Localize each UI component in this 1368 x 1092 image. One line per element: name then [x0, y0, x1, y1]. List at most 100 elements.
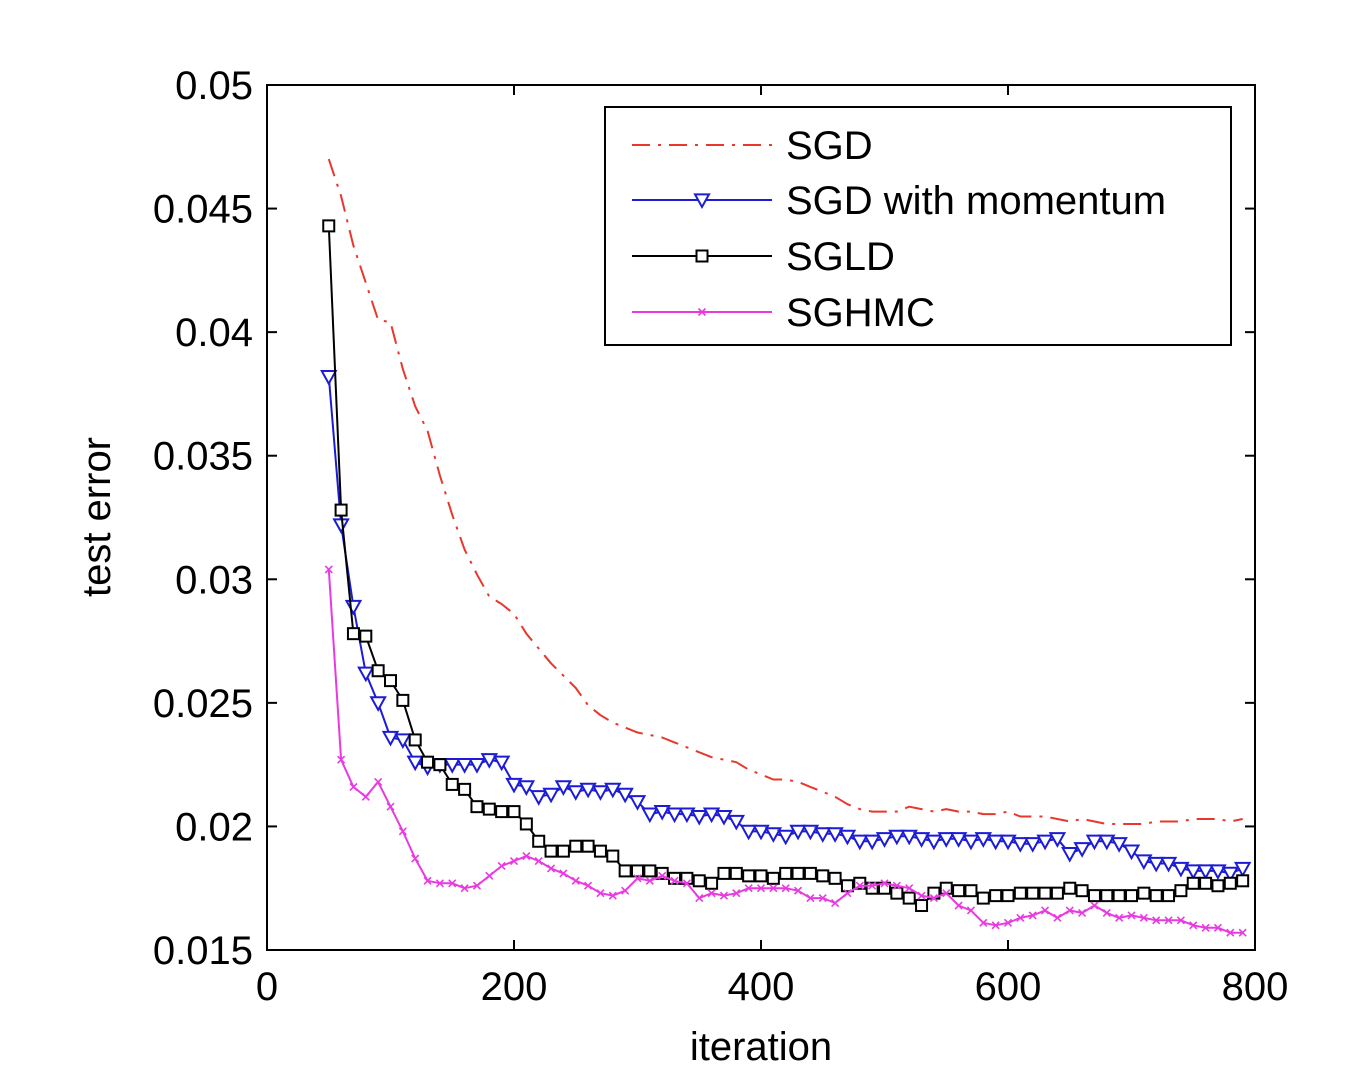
data-point: [1184, 864, 1202, 880]
x-marker-stroke: [719, 891, 729, 900]
data-point: [779, 866, 793, 880]
data-point: [670, 876, 679, 885]
data-point: [631, 864, 644, 878]
x-marker-stroke: [818, 894, 827, 903]
data-point: [905, 884, 914, 893]
x-marker-stroke: [435, 879, 444, 888]
data-point: [604, 782, 622, 799]
data-point: [334, 503, 348, 517]
x-marker-stroke: [1201, 923, 1210, 932]
data-point: [705, 876, 719, 890]
data-point: [826, 827, 844, 843]
data-point: [532, 834, 546, 848]
x-marker-stroke: [485, 871, 494, 880]
legend-entry: SGHMC: [632, 291, 935, 335]
x-marker-stroke: [1164, 916, 1173, 925]
x-tick-label: 0: [256, 965, 278, 1009]
data-point: [655, 866, 669, 880]
x-marker-stroke: [991, 921, 1000, 930]
data-point: [567, 785, 585, 801]
data-point: [542, 787, 560, 804]
x-marker-stroke: [682, 879, 691, 888]
x-marker-stroke: [584, 881, 593, 890]
data-point: [1149, 889, 1163, 903]
data-point: [495, 805, 509, 819]
data-point: [1024, 837, 1042, 853]
x-marker-stroke: [979, 918, 988, 927]
x-marker-stroke: [411, 854, 420, 863]
data-point: [1176, 916, 1185, 925]
data-point: [831, 898, 840, 908]
data-point: [840, 879, 854, 893]
x-marker-stroke: [707, 889, 716, 898]
data-point: [717, 866, 731, 880]
data-point: [793, 886, 803, 895]
data-point: [1050, 886, 1064, 900]
data-point: [653, 805, 671, 821]
data-point: [986, 834, 1005, 851]
y-tick-label: 0.04: [175, 311, 253, 355]
data-point: [875, 832, 894, 848]
data-point: [470, 800, 484, 814]
x-marker-stroke: [658, 871, 667, 880]
x-marker-stroke: [670, 876, 679, 885]
x-marker-stroke: [448, 879, 457, 888]
x-marker-stroke: [1213, 923, 1223, 932]
series-sgld: [322, 219, 1250, 913]
data-point: [925, 834, 943, 851]
x-marker-stroke: [472, 881, 482, 890]
legend-entry: SGD with momentum: [632, 179, 1166, 223]
data-point: [756, 884, 766, 893]
data-point: [690, 809, 708, 826]
data-point: [1038, 886, 1052, 900]
x-marker-stroke: [781, 884, 790, 893]
x-marker-stroke: [1189, 921, 1198, 930]
legend-label: SGD with momentum: [786, 179, 1166, 223]
data-point: [322, 219, 336, 233]
data-point: [1087, 889, 1101, 903]
data-point: [1147, 856, 1165, 873]
x-marker-stroke: [697, 307, 707, 317]
data-point: [1186, 876, 1200, 890]
data-point: [591, 785, 610, 801]
data-point: [618, 864, 632, 878]
x-marker-stroke: [1139, 913, 1148, 922]
data-point: [1100, 889, 1114, 903]
data-point: [443, 758, 461, 774]
data-point: [1189, 921, 1198, 930]
data-point: [942, 889, 951, 898]
data-point: [739, 824, 758, 841]
data-point: [1127, 911, 1136, 920]
data-point: [789, 824, 807, 841]
data-point: [606, 849, 620, 863]
data-point: [912, 832, 931, 848]
data-point: [1053, 913, 1062, 922]
data-point: [361, 792, 370, 801]
data-point: [546, 864, 556, 873]
data-point: [1135, 854, 1153, 871]
x-marker-stroke: [361, 792, 370, 801]
data-point: [777, 829, 795, 846]
data-point: [719, 891, 729, 900]
data-point: [1199, 876, 1213, 890]
data-point: [633, 874, 642, 883]
data-point: [853, 876, 867, 890]
data-point: [1159, 856, 1178, 873]
data-point: [754, 869, 768, 883]
x-marker-stroke: [1238, 928, 1247, 937]
data-point: [1139, 913, 1148, 922]
x-marker-stroke: [596, 889, 605, 898]
data-point: [1201, 923, 1210, 932]
data-point: [569, 839, 583, 853]
x-marker-stroke: [1226, 928, 1235, 937]
ticks-layer: 0 200 400 600 800 0.015 0.02 0.025 0.03 0.035 0.04…: [153, 64, 1288, 1009]
x-marker-stroke: [534, 856, 543, 866]
data-point: [692, 874, 706, 888]
data-point: [1164, 916, 1173, 925]
data-point: [1073, 842, 1091, 858]
data-point: [949, 832, 968, 848]
x-marker-stroke: [398, 827, 407, 836]
x-marker-stroke: [1053, 913, 1062, 922]
data-point: [643, 864, 657, 878]
x-marker-stroke: [855, 881, 864, 890]
